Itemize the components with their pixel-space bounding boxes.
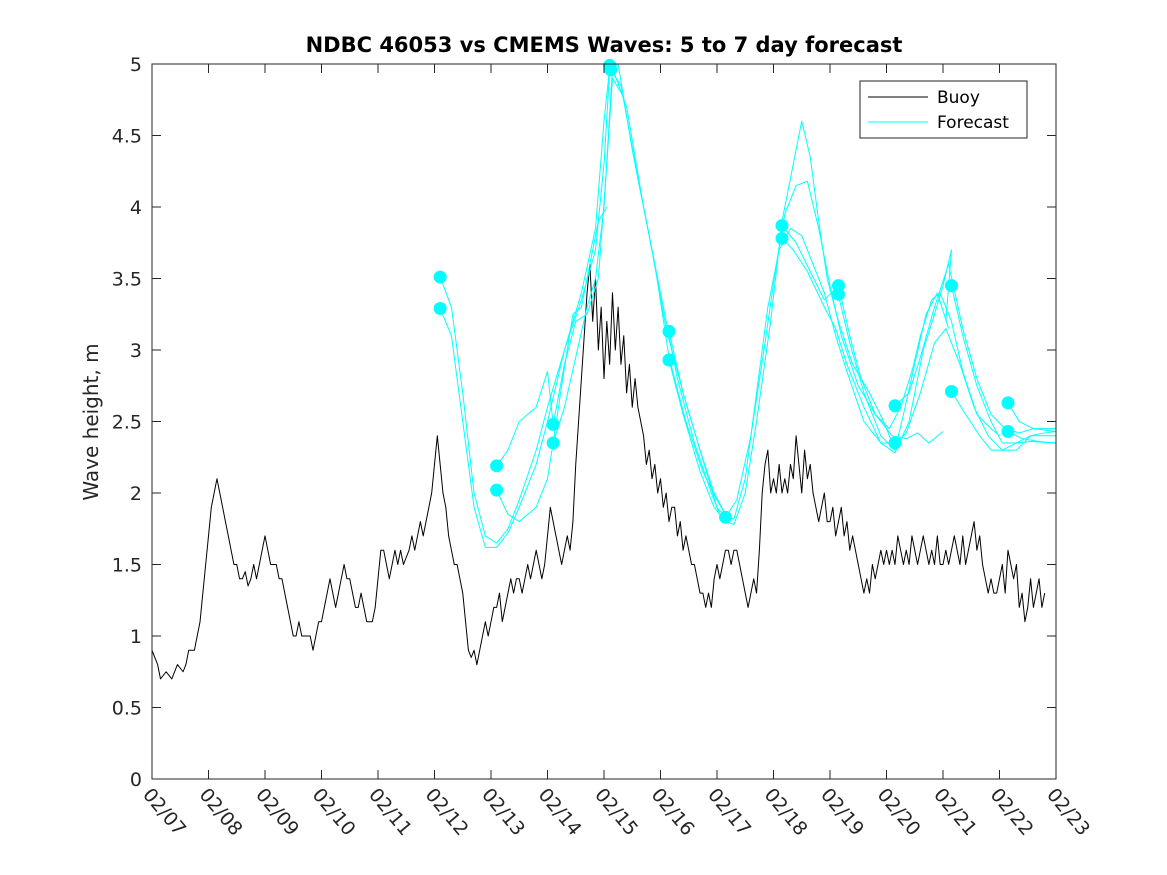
forecast-marker-3: [490, 459, 504, 473]
forecast-marker-8: [604, 63, 618, 77]
forecast-marker-4: [490, 483, 504, 497]
forecast-marker-9: [662, 324, 676, 338]
forecast-marker-21: [1001, 425, 1015, 439]
forecast-marker-17: [888, 436, 902, 450]
forecast-marker-1: [433, 270, 447, 284]
forecast-series-line-10: [781, 225, 839, 301]
forecast-marker-16: [888, 399, 902, 413]
forecast-marker-5: [546, 417, 560, 431]
forecast-series-line-13: [837, 292, 950, 451]
series-layer: [151, 63, 1057, 680]
forecast-marker-11: [718, 510, 732, 524]
y-tick-label: 5: [130, 54, 142, 76]
forecast-marker-10: [662, 353, 676, 367]
marker-layer: [433, 58, 1015, 524]
legend-buoy-label: Buoy: [937, 88, 980, 108]
legend: Buoy Forecast: [859, 80, 1028, 139]
y-tick-label: 1.5: [112, 555, 142, 577]
forecast-series-line-18: [1007, 402, 1057, 433]
legend-forecast-label: Forecast: [937, 113, 1009, 133]
forecast-series-line-9: [725, 180, 944, 518]
forecast-series-line-8: [668, 120, 893, 525]
forecast-marker-13: [775, 231, 789, 245]
legend-box: [859, 80, 1028, 139]
forecast-series-line-3: [496, 370, 554, 467]
forecast-marker-18: [944, 279, 958, 293]
forecast-marker-12: [775, 219, 789, 233]
y-axis: 0 0.5 1 1.5 2 2.5 3 3.5 4 4.5 5: [112, 54, 1056, 791]
forecast-marker-15: [831, 287, 845, 301]
y-tick-label: 3.5: [112, 269, 142, 291]
forecast-series-line-11: [781, 238, 952, 454]
forecast-series-line-6: [552, 67, 721, 515]
forecast-series-line-5: [552, 77, 622, 425]
forecast-series-line-4: [496, 206, 608, 523]
y-tick-label: 0.5: [112, 698, 142, 720]
forecast-series-line-17: [951, 391, 1057, 451]
chart-title: NDBC 46053 vs CMEMS Waves: 5 to 7 day fo…: [306, 33, 903, 57]
y-tick-label: 4: [130, 197, 142, 219]
y-tick-label: 4.5: [112, 126, 142, 148]
forecast-series-line-2: [439, 67, 726, 548]
forecast-marker-2: [433, 302, 447, 316]
y-tick-label: 2.5: [112, 412, 142, 434]
forecast-marker-19: [944, 384, 958, 398]
buoy-series-line: [151, 263, 1046, 680]
forecast-series-line-19: [1007, 431, 1057, 444]
y-tick-label: 3: [130, 340, 142, 362]
plot-area: [152, 64, 1056, 779]
y-axis-label: Wave height, m: [79, 343, 103, 500]
forecast-series-line-16: [950, 285, 1057, 444]
y-tick-label: 1: [130, 626, 142, 648]
forecast-marker-6: [546, 436, 560, 450]
y-tick-label: 2: [130, 483, 142, 505]
y-tick-label: 0: [130, 769, 142, 791]
forecast-marker-20: [1001, 396, 1015, 410]
